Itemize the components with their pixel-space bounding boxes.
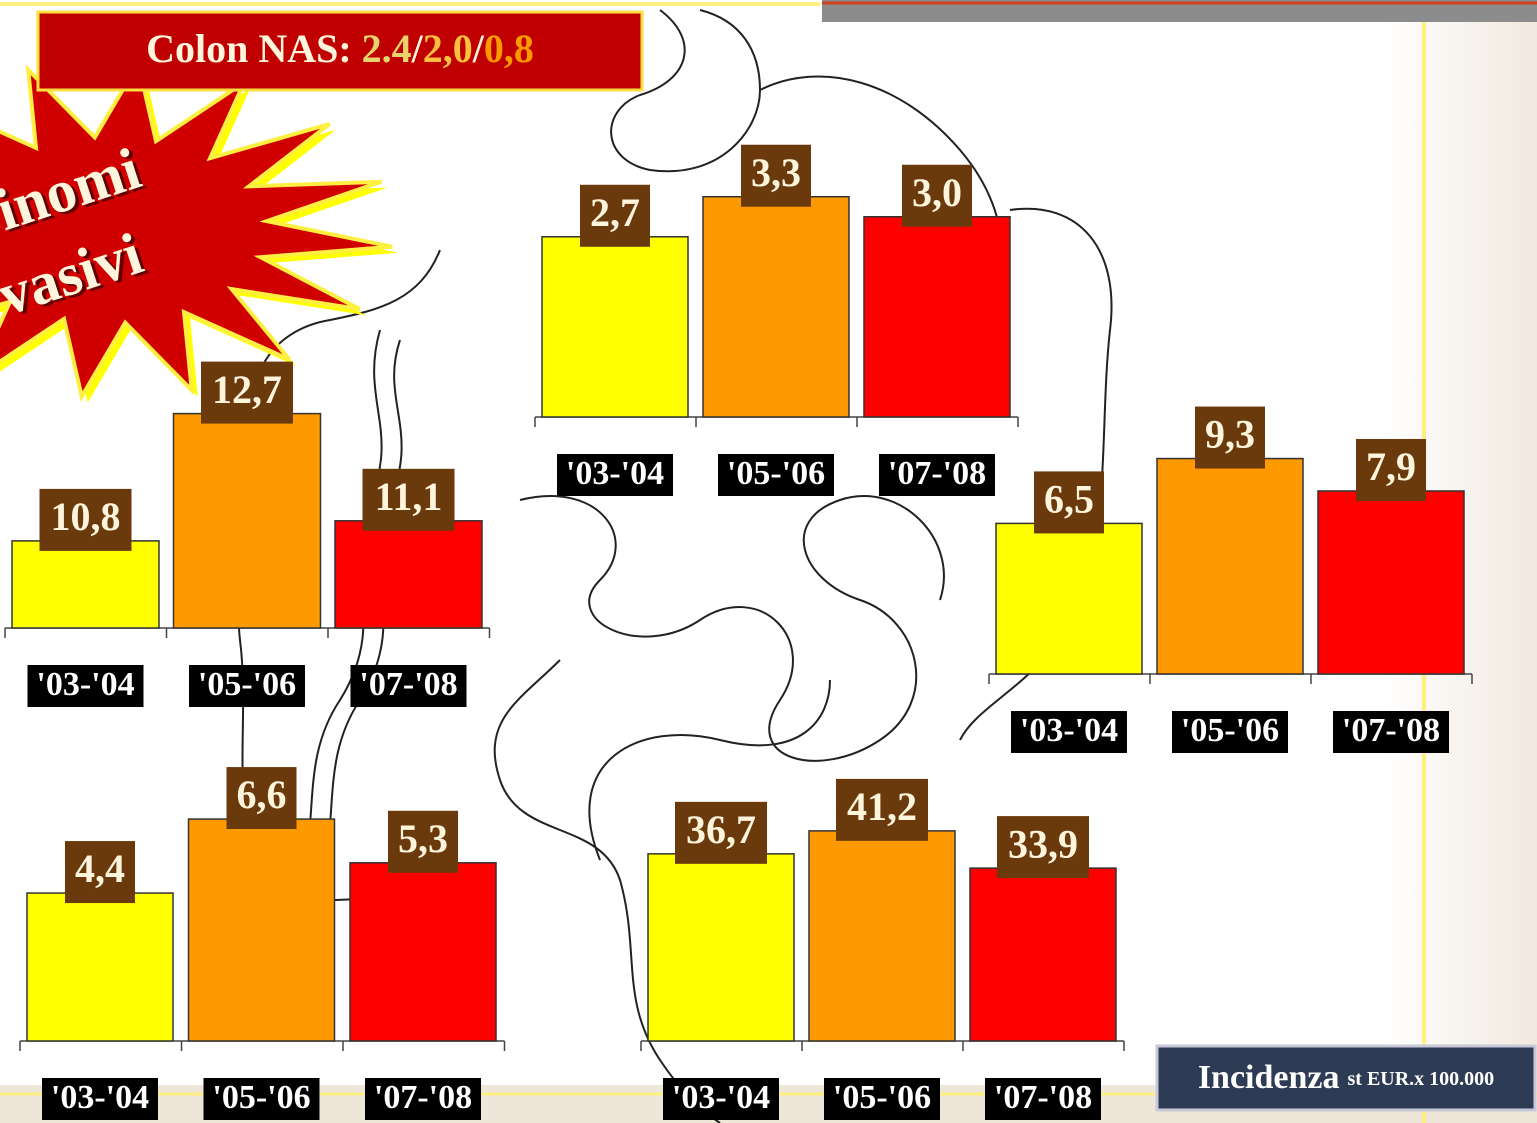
- category-label: '03-'04: [36, 666, 134, 703]
- category-label-box: [985, 1078, 1101, 1120]
- category-label: '07-'08: [888, 455, 986, 492]
- value-label: 3,0: [912, 170, 962, 215]
- bar: [808, 830, 956, 1042]
- category-label-box: [879, 454, 995, 496]
- category-label: '05-'06: [727, 455, 825, 492]
- bar: [969, 867, 1117, 1042]
- header-title: Colon NAS: 2.4/2,0/0,8: [146, 26, 534, 71]
- value-label-box: [675, 801, 767, 864]
- value-label: 9,3: [1205, 412, 1255, 457]
- value-label: 3,3: [751, 150, 801, 195]
- bar-chart: 2,7 '03-'04 3,3 '05-'06 3,0 '07-'08: [534, 144, 1019, 496]
- category-label: '03-'04: [672, 1079, 770, 1116]
- category-label-box: [557, 454, 673, 496]
- footer-box: [1155, 1044, 1537, 1112]
- charts: 10,8 '03-'04 12,7 '05-'06 11,1 '07-'08 2,7 '03-…: [4, 144, 1473, 1120]
- footer-main: Incidenza: [1198, 1059, 1340, 1096]
- bar-chart: 10,8 '03-'04 12,7 '05-'06 11,1 '07-'08: [4, 361, 491, 707]
- category-label-box: [203, 1078, 320, 1120]
- value-label: 6,6: [237, 772, 287, 817]
- value-label-box: [1034, 471, 1104, 534]
- bar: [26, 892, 174, 1042]
- category-label-box: [1011, 711, 1127, 753]
- bar: [995, 522, 1143, 675]
- value-label-box: [580, 184, 650, 247]
- value-label-box: [1356, 438, 1426, 501]
- top-band: [822, 0, 1537, 22]
- category-label-box: [350, 665, 467, 707]
- category-label-box: [1172, 711, 1288, 753]
- value-label: 6,5: [1044, 477, 1094, 522]
- value-label-box: [226, 767, 297, 830]
- value-label-box: [388, 810, 458, 873]
- category-label: '03-'04: [51, 1079, 149, 1116]
- value-label-box: [902, 164, 972, 227]
- header-part: Colon NAS:: [146, 26, 362, 71]
- bar: [647, 853, 795, 1042]
- category-label: '07-'08: [994, 1079, 1092, 1116]
- bar-chart: 6,5 '03-'04 9,3 '05-'06 7,9 '07-'08: [988, 406, 1473, 753]
- header-part: 2,0: [423, 26, 473, 71]
- footer-text: Incidenza st EUR.x 100.000: [1198, 1059, 1494, 1096]
- category-label: '07-'08: [1342, 712, 1440, 749]
- bar: [334, 520, 483, 629]
- value-label-box: [65, 841, 135, 904]
- bar: [349, 862, 497, 1042]
- value-label: 10,8: [51, 494, 121, 539]
- header-part: 2.4: [362, 26, 412, 71]
- category-label: '05-'06: [833, 1079, 931, 1116]
- category-label-box: [718, 454, 834, 496]
- header-part: /: [411, 26, 424, 71]
- category-label: '07-'08: [374, 1079, 472, 1116]
- bar-chart: 4,4 '03-'04 6,6 '05-'06 5,3 '07-'08: [19, 767, 506, 1120]
- category-label: '05-'06: [212, 1079, 310, 1116]
- value-label-box: [997, 816, 1089, 879]
- category-label: '03-'04: [1020, 712, 1118, 749]
- value-label: 2,7: [590, 190, 640, 235]
- value-label-box: [1195, 406, 1265, 469]
- value-label: 11,1: [375, 474, 443, 519]
- value-label-box: [741, 144, 811, 207]
- header-box: [36, 10, 644, 92]
- value-label: 12,7: [212, 367, 282, 412]
- header-part: /: [472, 26, 485, 71]
- category-label-box: [1333, 711, 1449, 753]
- value-label: 5,3: [398, 816, 448, 861]
- bar: [187, 818, 336, 1042]
- value-label: 4,4: [75, 846, 125, 891]
- category-label-box: [365, 1078, 481, 1120]
- bar-chart: 36,7 '03-'04 41,2 '05-'06 33,9 '07-'08: [640, 778, 1125, 1120]
- category-label-box: [42, 1078, 158, 1120]
- footer-note: st EUR.x 100.000: [1348, 1068, 1495, 1090]
- value-label-box: [39, 488, 132, 551]
- category-label: '03-'04: [566, 455, 664, 492]
- bar: [541, 236, 689, 418]
- category-label-box: [824, 1078, 940, 1120]
- bar: [11, 540, 160, 629]
- category-label: '07-'08: [359, 666, 457, 703]
- bar: [1317, 490, 1465, 675]
- category-label-box: [663, 1078, 779, 1120]
- header-part: 0,8: [484, 26, 534, 71]
- value-label-box: [201, 361, 293, 424]
- value-label: 33,9: [1008, 821, 1078, 866]
- value-label-box: [362, 468, 455, 531]
- value-label: 36,7: [686, 807, 756, 852]
- bar: [172, 412, 322, 629]
- category-label: '05-'06: [198, 666, 296, 703]
- value-label-box: [836, 778, 928, 841]
- value-label: 7,9: [1366, 444, 1416, 489]
- bar: [1156, 457, 1304, 675]
- bar: [863, 216, 1011, 418]
- value-label: 41,2: [847, 784, 917, 829]
- category-label: '05-'06: [1181, 712, 1279, 749]
- category-label-box: [27, 665, 144, 707]
- bar: [702, 195, 850, 418]
- category-label-box: [189, 665, 305, 707]
- starburst: [0, 58, 393, 402]
